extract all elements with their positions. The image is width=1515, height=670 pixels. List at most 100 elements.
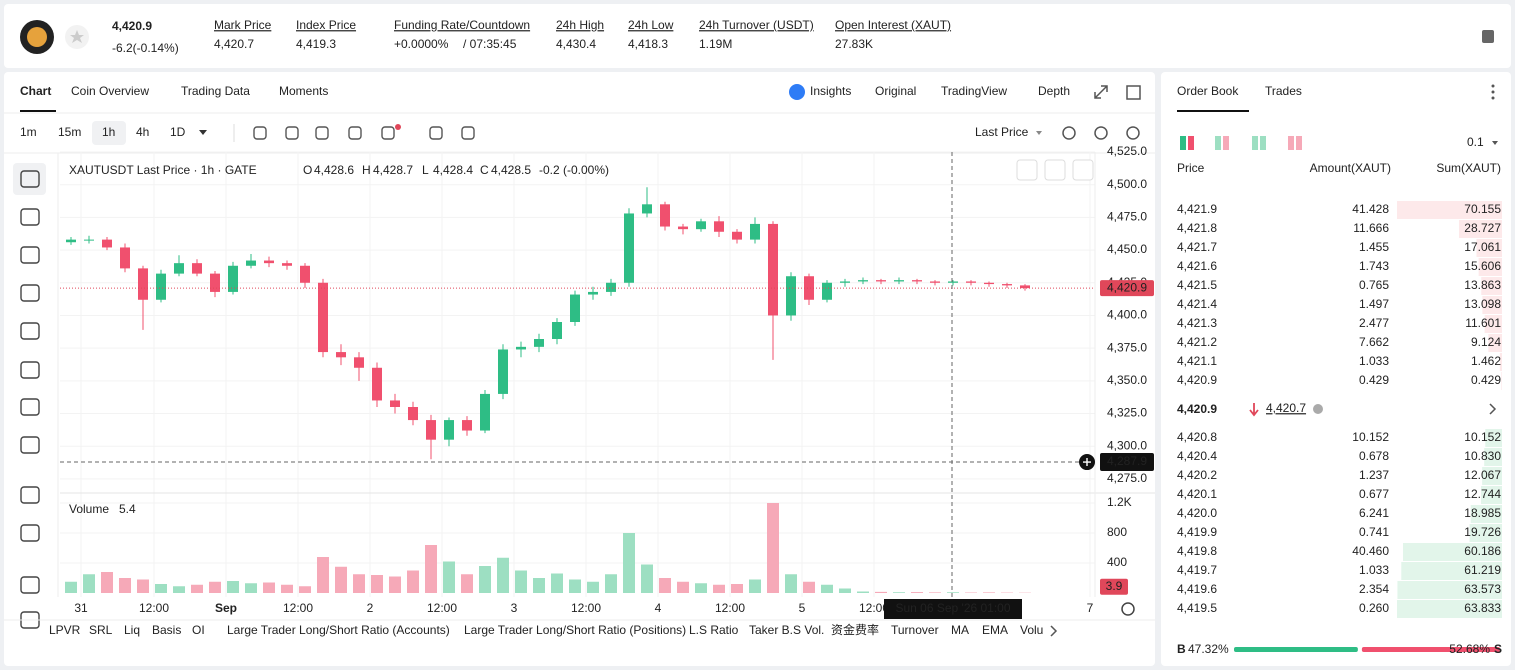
indicator-tab[interactable]: EMA — [982, 623, 1008, 637]
layout-button[interactable] — [1252, 136, 1258, 150]
interval-button[interactable]: 1D — [170, 125, 186, 139]
drawing-tool[interactable] — [20, 170, 40, 188]
drawing-tool[interactable] — [20, 436, 40, 454]
indicator-tab[interactable]: OI — [192, 623, 205, 637]
chart-tab[interactable]: Trading Data — [181, 84, 250, 98]
volume-bar — [65, 581, 77, 593]
depth-bar — [1482, 467, 1502, 485]
toolbar-icon[interactable] — [1094, 126, 1108, 140]
view-tab[interactable]: Depth — [1038, 84, 1070, 98]
drawing-tool[interactable] — [20, 486, 40, 504]
order-price: 4,419.9 — [1177, 525, 1217, 539]
toolbar-icon[interactable] — [1126, 126, 1140, 140]
indicator-tab[interactable]: Taker B.S Vol. — [749, 623, 824, 637]
volume-bar — [893, 592, 905, 593]
sell-label: S — [1494, 642, 1502, 656]
window-icon[interactable] — [1126, 85, 1141, 100]
scroll-right[interactable] — [1050, 625, 1058, 637]
tab-underline — [1177, 110, 1249, 112]
view-tab[interactable]: Original — [875, 84, 916, 98]
toolbar-icon[interactable] — [381, 126, 395, 140]
order-sum: 10.830 — [1464, 449, 1501, 463]
toolbar-icon[interactable] — [285, 126, 299, 140]
toolbar-icon[interactable] — [1062, 126, 1076, 140]
volume-bar — [947, 592, 959, 593]
indicator-tab[interactable]: Turnover — [891, 623, 939, 637]
drawing-tool[interactable] — [20, 322, 40, 340]
stat-label: Open Interest (XAUT) — [835, 18, 951, 32]
orderbook-panel — [1161, 72, 1511, 666]
order-amount: 41.428 — [1352, 202, 1389, 216]
more-icon — [1491, 96, 1495, 100]
x-tick-label: 2 — [367, 601, 374, 615]
notes-button[interactable] — [1482, 30, 1494, 43]
layout-button[interactable] — [1180, 136, 1186, 150]
view-tab[interactable]: TradingView — [941, 84, 1007, 98]
column-header: Amount(XAUT) — [1310, 161, 1391, 175]
expand-icon[interactable] — [1094, 85, 1108, 99]
chart-tab[interactable]: Moments — [279, 84, 328, 98]
drawing-tool[interactable] — [20, 208, 40, 226]
order-amount: 1.033 — [1359, 563, 1389, 577]
star-icon — [70, 30, 84, 43]
layout-button[interactable] — [1188, 136, 1194, 150]
indicator-tab[interactable]: Large Trader Long/Short Ratio (Accounts) — [227, 623, 450, 637]
stat-label: 24h Low — [628, 18, 674, 32]
drawing-tool[interactable] — [20, 576, 40, 594]
drawing-tool[interactable] — [20, 361, 40, 379]
chart-button[interactable] — [1044, 159, 1066, 181]
drawing-tool[interactable] — [20, 284, 40, 302]
layout-button[interactable] — [1223, 136, 1229, 150]
layout-button[interactable] — [1215, 136, 1221, 150]
indicator-tab[interactable]: SRL — [89, 623, 113, 637]
layout-button[interactable] — [1288, 136, 1294, 150]
depth-bar — [1484, 315, 1502, 333]
layout-button[interactable] — [1260, 136, 1266, 150]
toolbar-icon[interactable] — [315, 126, 329, 140]
candle-body — [174, 263, 184, 274]
sell-ratio: 52.68% — [1449, 642, 1490, 656]
chevron[interactable] — [1489, 403, 1497, 415]
candle-body — [624, 213, 634, 283]
order-amount: 2.477 — [1359, 316, 1389, 330]
toolbar-icon[interactable] — [348, 126, 362, 140]
chart-tab[interactable]: Chart — [20, 84, 51, 98]
indicator-tab[interactable]: Basis — [152, 623, 181, 637]
orderbook-tab[interactable]: Trades — [1265, 84, 1302, 98]
chart-tab[interactable]: Coin Overview — [71, 84, 149, 98]
settings-button[interactable] — [1121, 602, 1135, 616]
interval-button[interactable]: 1h — [102, 125, 115, 139]
indicator-tab[interactable]: 资金费率 — [831, 622, 879, 637]
volume-bar — [173, 586, 185, 593]
chart-button[interactable] — [1072, 159, 1094, 181]
indicator-tab[interactable]: Volu — [1020, 623, 1043, 637]
drawing-tool[interactable] — [20, 398, 40, 416]
price-change: -6.2(-0.14%) — [112, 41, 179, 55]
interval-button[interactable]: 1m — [20, 125, 37, 139]
candle-body — [786, 276, 796, 316]
layout-button[interactable] — [1296, 136, 1302, 150]
indicator-tab[interactable]: L.S Ratio — [689, 623, 739, 637]
volume-bar — [695, 583, 707, 593]
order-amount: 1.497 — [1359, 297, 1389, 311]
indicator-tab[interactable]: LPVR — [49, 623, 81, 637]
toolbar-icon[interactable] — [429, 126, 443, 140]
drawing-tool[interactable] — [20, 246, 40, 264]
indicator-tab[interactable]: Liq — [124, 623, 140, 637]
sell-bar — [1361, 647, 1500, 652]
precision-select[interactable]: 0.1 — [1467, 135, 1484, 149]
view-tab[interactable]: Insights — [810, 84, 851, 98]
interval-button[interactable]: 15m — [58, 125, 81, 139]
price-source[interactable]: Last Price — [975, 125, 1029, 139]
interval-button[interactable]: 4h — [136, 125, 149, 139]
orderbook-tab[interactable]: Order Book — [1177, 84, 1239, 98]
toolbar-icon[interactable] — [461, 126, 475, 140]
toolbar-icon[interactable] — [253, 126, 267, 140]
candle-body — [1020, 285, 1030, 289]
order-price: 4,420.8 — [1177, 430, 1217, 444]
indicator-tab[interactable]: MA — [951, 623, 969, 637]
chart-button[interactable] — [1016, 159, 1038, 181]
indicator-tab[interactable]: Large Trader Long/Short Ratio (Positions… — [464, 623, 686, 637]
drawing-tool[interactable] — [20, 524, 40, 542]
candle-body — [678, 226, 688, 230]
